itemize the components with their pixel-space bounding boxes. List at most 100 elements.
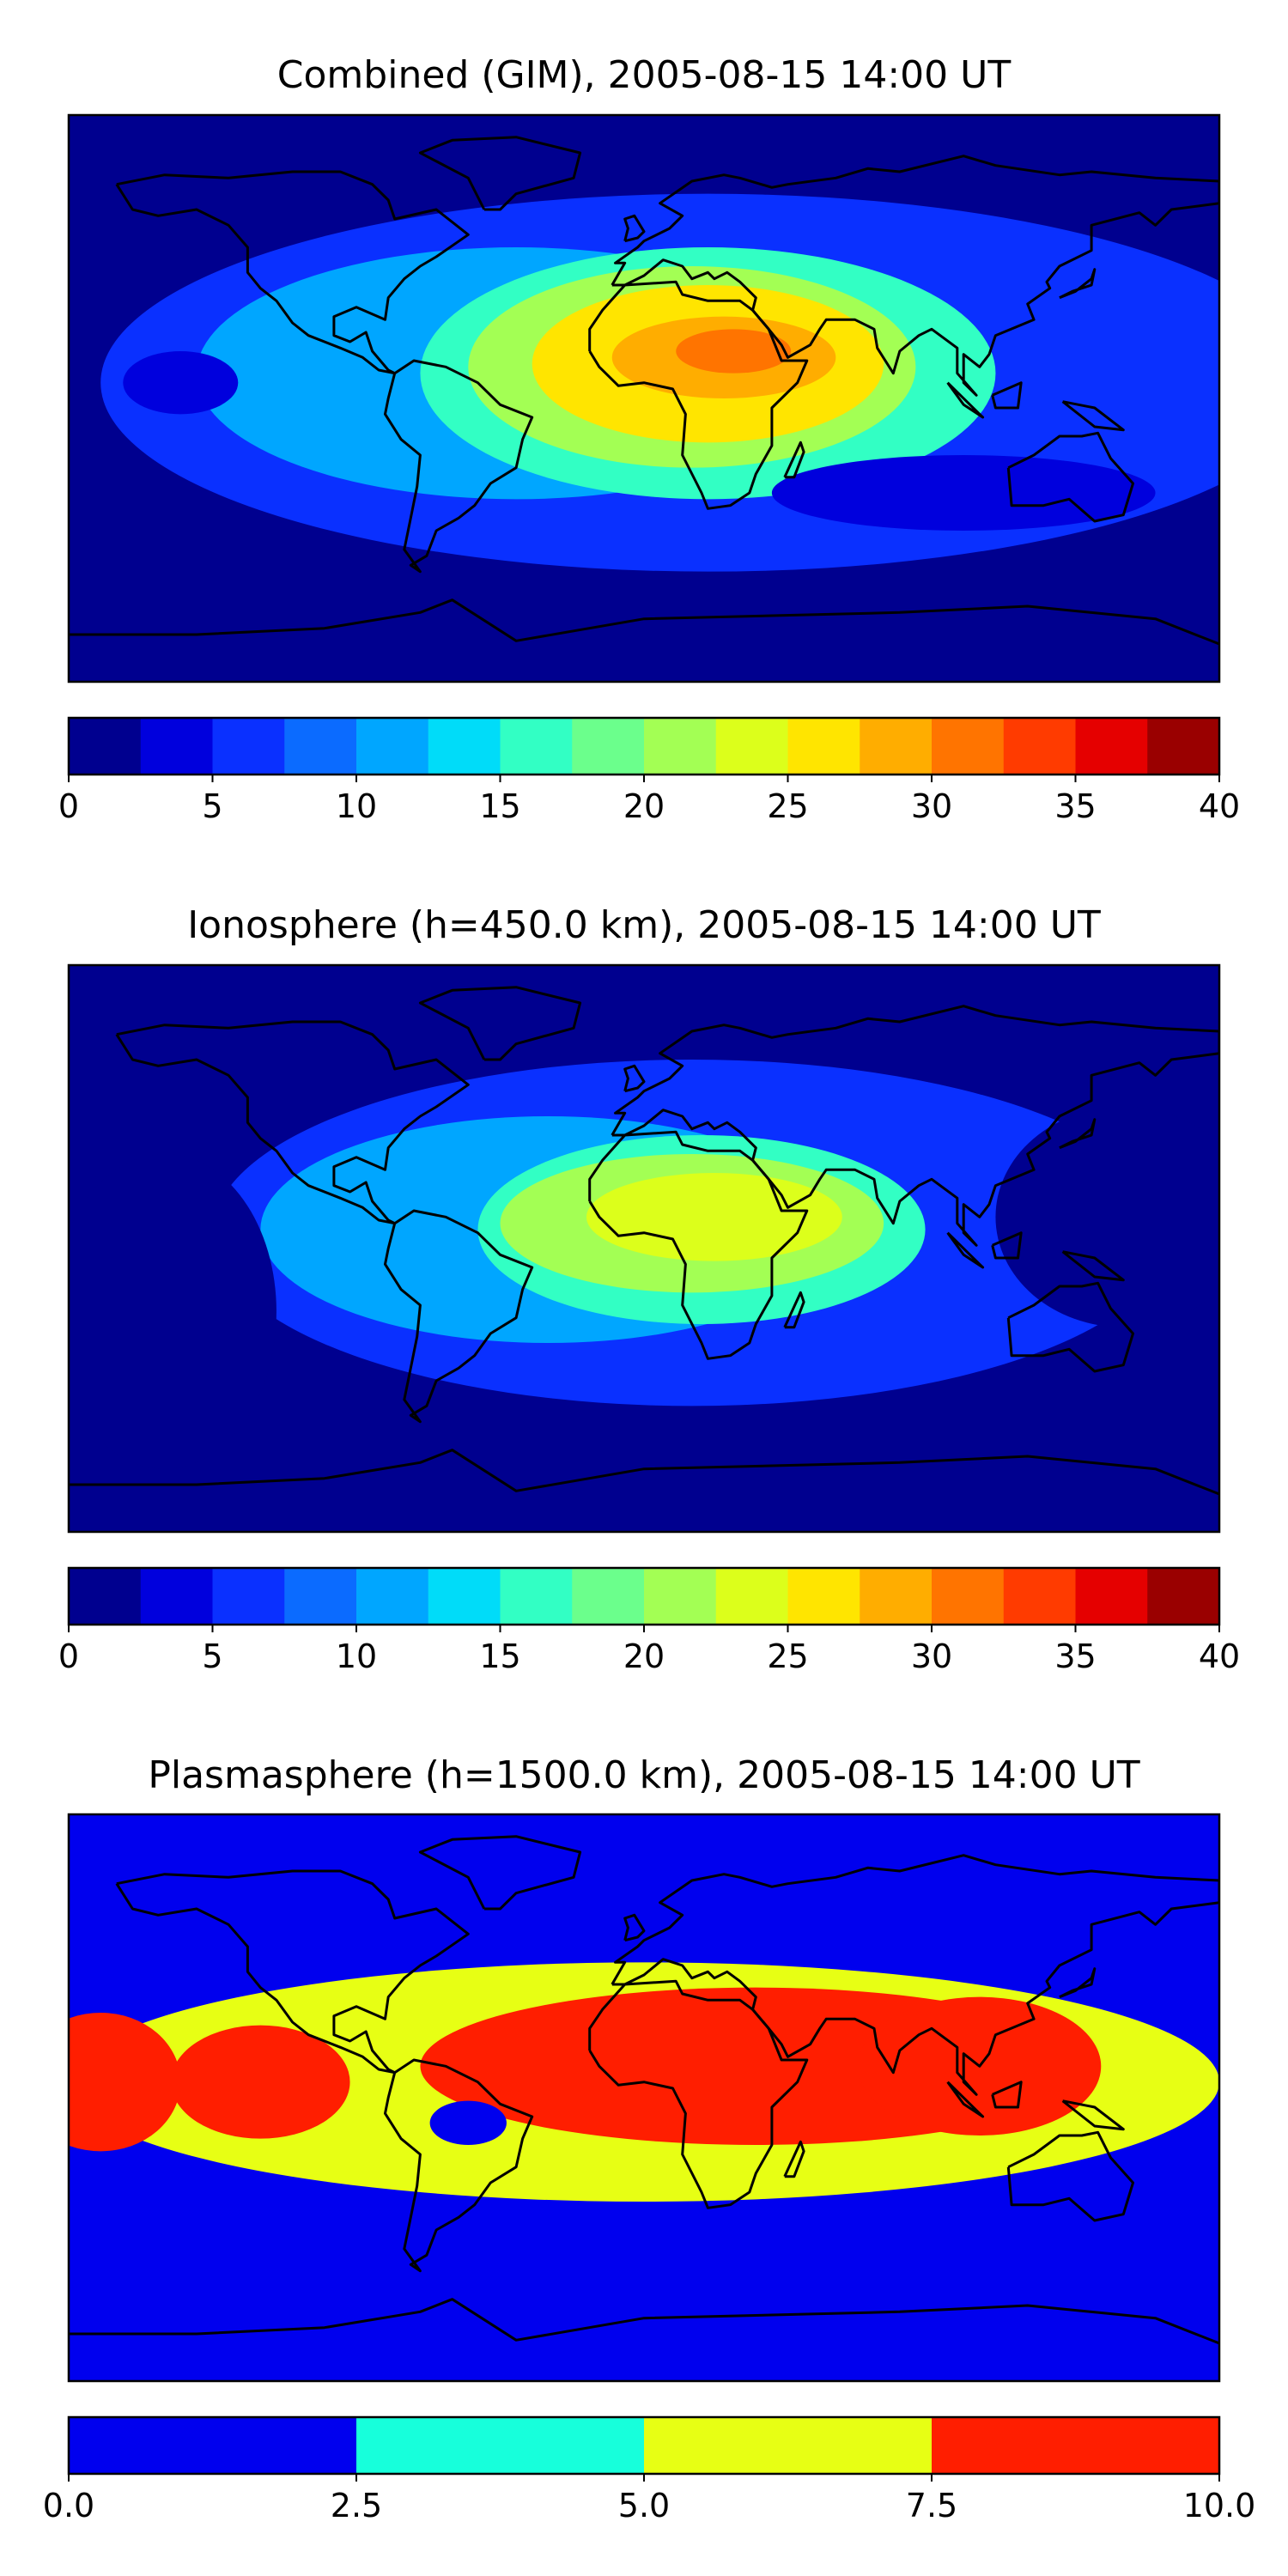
- panel-title: Ionosphere (h=450.0 km), 2005-08-15 14:0…: [187, 903, 1101, 947]
- map-frame: [67, 1813, 1221, 2383]
- colorbar-segment: [69, 718, 142, 775]
- colorbar-segment: [69, 1568, 142, 1625]
- colorbar-segment: [284, 1568, 357, 1625]
- map-panel: [69, 965, 1219, 1532]
- colorbar-segment: [1003, 1568, 1076, 1625]
- coastline: [1006, 2130, 1134, 2222]
- colorbar-segment: [356, 718, 429, 775]
- colorbar-tick-label: 30: [911, 787, 952, 825]
- contour-band: [995, 1107, 1219, 1327]
- colorbar-segment: [1075, 1568, 1148, 1625]
- colorbar-tick-label: 5: [202, 787, 222, 825]
- colorbar-segment: [715, 718, 788, 775]
- colorbar-tick-label: 10: [336, 787, 377, 825]
- coastline: [69, 1449, 1219, 1496]
- colorbar-tick-label: 5.0: [618, 2487, 670, 2524]
- colorbar-segment: [932, 1568, 1005, 1625]
- coastline: [623, 1913, 646, 1942]
- colorbar-tick-label: 30: [911, 1637, 952, 1675]
- coastline: [1006, 1281, 1134, 1373]
- contour-band: [586, 1173, 842, 1261]
- colorbar-tick-label: 25: [767, 787, 808, 825]
- contour-band: [429, 2100, 507, 2145]
- colorbar-tick-label: 35: [1054, 1637, 1096, 1675]
- colorbar: 0.0 2.5 5.0 7.5 10.0: [43, 2415, 1255, 2524]
- colorbar-tick-label: 0: [58, 1637, 79, 1675]
- colorbar-segment: [428, 718, 501, 775]
- coastline: [611, 1005, 1219, 1247]
- coastline: [783, 1291, 805, 1329]
- colorbar-segment: [644, 718, 717, 775]
- colorbar-segment: [644, 2417, 933, 2474]
- coastline: [991, 2081, 1023, 2109]
- coastline: [946, 1231, 985, 1269]
- colorbar-tick-label: 35: [1054, 787, 1096, 825]
- coastline: [623, 214, 646, 243]
- panel-title: Plasmasphere (h=1500.0 km), 2005-08-15 1…: [148, 1753, 1139, 1797]
- coastline: [783, 440, 805, 479]
- colorbar-tick-label: 15: [479, 787, 520, 825]
- colorbar-tick-label: 20: [623, 1637, 665, 1675]
- colorbar-tick-label: 40: [1199, 1637, 1240, 1675]
- colorbar-tick-label: 20: [623, 787, 665, 825]
- coastline: [588, 1130, 809, 1360]
- coastline: [69, 598, 1219, 646]
- colorbar-segment: [212, 718, 285, 775]
- coastline: [384, 359, 534, 574]
- coastline: [991, 381, 1023, 410]
- colorbar-segment: [140, 1568, 213, 1625]
- coastline: [991, 1231, 1023, 1260]
- colorbar-segment: [787, 1568, 860, 1625]
- colorbar-tick-label: 0.0: [43, 2487, 94, 2524]
- colorbar-tick-label: 25: [767, 1637, 808, 1675]
- colorbar-segment: [1075, 718, 1148, 775]
- colorbar-segment: [1003, 718, 1076, 775]
- colorbar-segment: [932, 718, 1005, 775]
- coastline: [588, 280, 809, 510]
- coastline: [1006, 431, 1134, 523]
- map-panel: [69, 1814, 1219, 2381]
- colorbar-tick-label: 15: [479, 1637, 520, 1675]
- coastline: [946, 2081, 985, 2118]
- colorbar-segment: [69, 2417, 357, 2474]
- colorbar-segment: [500, 1568, 573, 1625]
- contour-band: [69, 1154, 276, 1469]
- colorbar-tick-label: 5: [202, 1637, 222, 1675]
- colorbar-tick-label: 2.5: [331, 2487, 382, 2524]
- colorbar-tick-label: 40: [1199, 787, 1240, 825]
- coastline: [946, 381, 985, 419]
- coastline: [1059, 1967, 1097, 1999]
- colorbar-segment: [787, 718, 860, 775]
- coastline: [588, 1979, 809, 2209]
- coastline: [783, 2140, 805, 2178]
- coastline: [384, 1209, 534, 1424]
- map-frame: [67, 113, 1221, 683]
- coastline: [623, 1064, 646, 1093]
- coastline: [418, 1835, 582, 1911]
- coastline: [611, 1854, 1219, 2096]
- colorbar-segment: [356, 1568, 429, 1625]
- coastline: [1059, 268, 1097, 300]
- colorbar-segment: [932, 2417, 1220, 2474]
- colorbar-segment: [1147, 718, 1220, 775]
- coastline: [115, 1869, 470, 2075]
- colorbar-segment: [644, 1568, 717, 1625]
- colorbar-tick-label: 10: [336, 1637, 377, 1675]
- coastline: [115, 170, 470, 375]
- colorbar-segment: [572, 1568, 645, 1625]
- contour-band: [123, 351, 239, 415]
- coastline: [1059, 1118, 1097, 1150]
- colorbar-segment: [715, 1568, 788, 1625]
- colorbar-segment: [284, 718, 357, 775]
- colorbar-segment: [140, 718, 213, 775]
- contour-band: [771, 455, 1156, 531]
- coastline: [611, 155, 1219, 397]
- colorbar-tick-label: 0: [58, 787, 79, 825]
- coastline: [1061, 1250, 1125, 1282]
- colorbar-segment: [356, 2417, 645, 2474]
- coastline: [1061, 400, 1125, 432]
- colorbar-segment: [500, 718, 573, 775]
- map-panel: [69, 115, 1219, 682]
- contour-band: [69, 2013, 181, 2152]
- coastline: [384, 2058, 534, 2273]
